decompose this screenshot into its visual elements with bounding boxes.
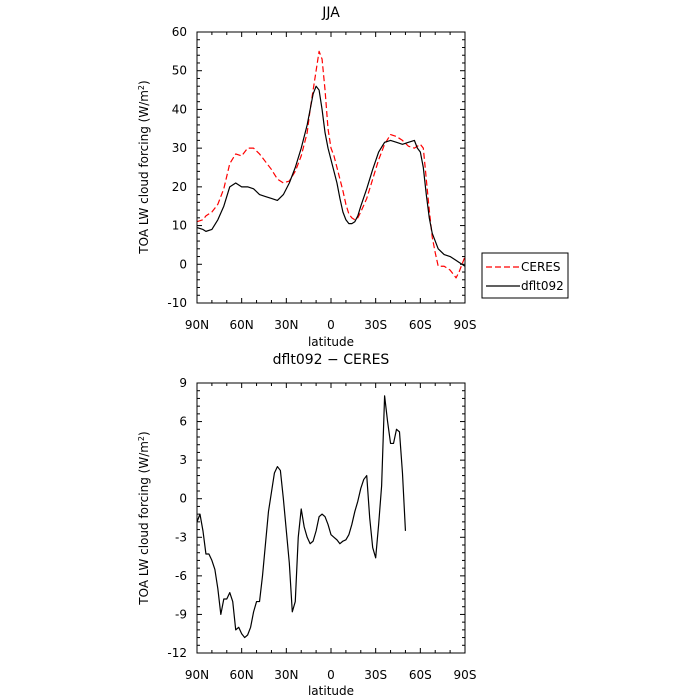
legend-label-ceres: CERES — [521, 260, 561, 274]
bottom-y-axis-title-base: TOA LW cloud forcing (W/m — [137, 441, 151, 606]
top-y-axis-title-sup: 2 — [137, 85, 146, 90]
legend: CERES dflt092 — [481, 252, 569, 299]
bottom-x-tick-label: 60S — [409, 668, 432, 682]
top-x-tick-label: 90N — [185, 318, 209, 332]
bottom-x-tick-label: 60N — [230, 668, 254, 682]
bottom-y-tick-label: -12 — [167, 646, 187, 660]
top-series-line-ceres — [196, 50, 466, 279]
bottom-x-tick-label: 90N — [185, 668, 209, 682]
bottom-series-line-difference — [196, 395, 407, 639]
bottom-y-tick-label: 9 — [179, 376, 187, 390]
top-y-tick-label: 10 — [172, 219, 187, 233]
bottom-y-tick-label: -6 — [175, 569, 187, 583]
bottom-plot-frame — [196, 382, 466, 654]
bottom-y-axis-title: TOA LW cloud forcing (W/m2) — [137, 431, 152, 605]
bottom-ticks-layer: 90N 60N 30N 0 30S 60S 90S -12 -9 -6 -3 0 3 6 9 — [167, 376, 476, 682]
bottom-y-tick-label: 6 — [179, 415, 187, 429]
bottom-panel-title: dflt092 − CERES — [273, 352, 390, 368]
legend-label-dflt092: dflt092 — [521, 279, 564, 293]
bottom-y-tick-label: 3 — [179, 453, 187, 467]
top-y-axis-title-base: TOA LW cloud forcing (W/m — [137, 90, 151, 255]
bottom-y-tick-label: -9 — [175, 607, 187, 621]
bottom-x-tick-label: 30S — [364, 668, 387, 682]
top-series-layer — [196, 50, 466, 279]
top-y-tick-label: 60 — [172, 25, 187, 39]
top-x-tick-label: 90S — [454, 318, 477, 332]
top-y-tick-label: 40 — [172, 102, 187, 116]
top-panel-title: JJA — [321, 5, 340, 21]
top-x-axis-title: latitude — [308, 335, 354, 349]
bottom-x-tick-label: 0 — [327, 668, 335, 682]
legend-box — [481, 252, 569, 299]
top-y-axis-title-end: ) — [137, 80, 151, 85]
top-x-tick-label: 60N — [230, 318, 254, 332]
top-x-tick-label: 30N — [274, 318, 298, 332]
top-y-tick-label: 50 — [172, 64, 187, 78]
bottom-panel: dflt092 − CERES 90N 60N 30N 0 30S 60S 90S -12 -9… — [137, 352, 477, 698]
bottom-y-axis-title-sup: 2 — [137, 436, 146, 441]
top-x-tick-label: 0 — [327, 318, 335, 332]
top-panel: JJA 90N 60N 30N 0 30S 60S 90S-100102030405060 … — [137, 5, 569, 349]
top-series-line-dflt092 — [196, 85, 466, 267]
top-x-tick-label: 60S — [409, 318, 432, 332]
bottom-y-axis-title-end: ) — [137, 431, 151, 436]
bottom-y-tick-label: 0 — [179, 492, 187, 506]
bottom-series-layer — [196, 395, 407, 639]
top-y-tick-label: 0 — [179, 257, 187, 271]
top-x-tick-label: 30S — [364, 318, 387, 332]
top-ticks-layer: 90N 60N 30N 0 30S 60S 90S -10 0 10 20 30 40 50 60 — [167, 25, 476, 332]
top-y-tick-label: 20 — [172, 180, 187, 194]
bottom-x-axis-title: latitude — [308, 684, 354, 698]
top-y-tick-label: 30 — [172, 141, 187, 155]
bottom-x-tick-label: 90S — [454, 668, 477, 682]
top-y-axis-title: TOA LW cloud forcing (W/m2) — [137, 80, 152, 254]
bottom-x-tick-label: 30N — [274, 668, 298, 682]
top-y-tick-label: -10 — [167, 296, 187, 310]
bottom-y-tick-label: -3 — [175, 530, 187, 544]
